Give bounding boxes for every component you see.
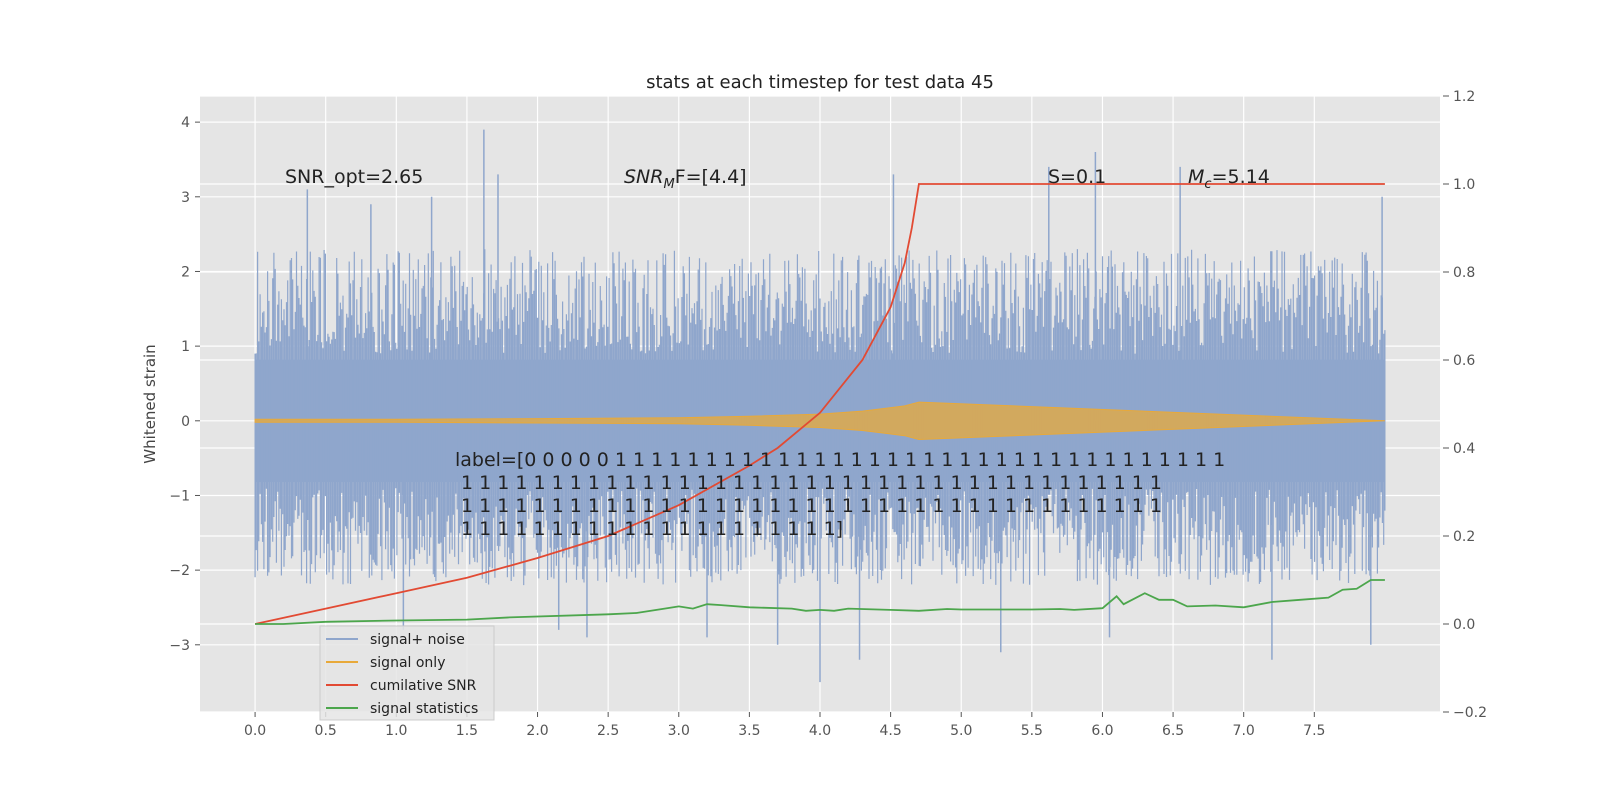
legend-label-signal-statistics: signal statistics — [370, 701, 478, 717]
x-tick-label: 4.0 — [809, 723, 831, 739]
y2-tick-label: 1.2 — [1453, 89, 1475, 105]
label-annotation: label=[0 0 0 0 0 1 1 1 1 1 1 1 1 1 1 1 1… — [455, 449, 1225, 540]
x-tick-label: 5.0 — [950, 723, 972, 739]
series-signal-only — [254, 401, 1385, 441]
legend-label-cumilative-snr: cumilative SNR — [370, 678, 477, 694]
y-tick-label: −2 — [169, 563, 190, 579]
y-axis-label: Whitened strain — [141, 344, 159, 463]
snr-mf-rest: F=[4.4] — [675, 166, 747, 188]
y2-tick-label: 0.6 — [1453, 353, 1475, 369]
y-tick-label: 3 — [181, 190, 190, 206]
y-tick-label: 1 — [181, 339, 190, 355]
mc-rest: =5.14 — [1212, 166, 1270, 188]
y-tick-label: −1 — [169, 488, 190, 504]
legend-label-signal-only: signal only — [370, 655, 445, 671]
mc-sub: c — [1204, 177, 1211, 192]
x-tick-label: 3.5 — [738, 723, 760, 739]
y2-tick-label: 1.0 — [1453, 177, 1475, 193]
y2-tick-label: 0.4 — [1453, 441, 1475, 457]
label-line-2: 1 1 1 1 1 1 1 1 1 1 1 1 1 1 1 1 1 1 1 1 … — [455, 472, 1162, 494]
series-layer — [254, 129, 1386, 683]
x-tick-label: 0.5 — [315, 723, 337, 739]
mc-main: M — [1188, 166, 1204, 188]
y-tick-label: 4 — [181, 115, 190, 131]
x-tick-label: 6.5 — [1162, 723, 1184, 739]
x-tick-label: 5.5 — [1021, 723, 1043, 739]
mc-annotation: Mc=5.14 — [1188, 166, 1270, 192]
x-tick-label: 7.5 — [1303, 723, 1325, 739]
snr-mf-sub: M — [663, 177, 674, 192]
chart-title: stats at each timestep for test data 45 — [646, 72, 994, 93]
y2-tick-label: 0.0 — [1453, 617, 1475, 633]
y-tick-label: 2 — [181, 264, 190, 280]
y2-tick-label: 0.2 — [1453, 529, 1475, 545]
snr-mf-main: SNR — [624, 166, 663, 188]
snr-mf-annotation: SNRMF=[4.4] — [624, 166, 747, 192]
x-tick-label: 7.0 — [1233, 723, 1255, 739]
x-tick-label: 3.0 — [668, 723, 690, 739]
series-signal-statistics — [255, 579, 1385, 625]
x-tick-label: 4.5 — [879, 723, 901, 739]
y-tick-label: −3 — [169, 638, 190, 654]
label-line-1: label=[0 0 0 0 0 1 1 1 1 1 1 1 1 1 1 1 1… — [455, 449, 1225, 471]
label-line-4: 1 1 1 1 1 1 1 1 1 1 1 1 1 1 1 1 1 1 1 1 … — [455, 518, 843, 540]
x-tick-label: 2.0 — [526, 723, 548, 739]
y-tick-label: 0 — [181, 414, 190, 430]
ticks: 0.0 0.5 1.0 1.5 2.0 2.5 3.0 3.5 4.0 4.5 5.0 5.5 6.0 6… — [169, 89, 1487, 739]
y2-tick-label: 0.8 — [1453, 265, 1475, 281]
label-line-3: 1 1 1 1 1 1 1 1 1 1 1 1 1 1 1 1 1 1 1 1 … — [455, 495, 1162, 517]
x-tick-label: 2.5 — [597, 723, 619, 739]
legend-label-signal-noise: signal+ noise — [370, 632, 465, 648]
x-tick-label: 6.0 — [1091, 723, 1113, 739]
x-tick-label: 1.5 — [456, 723, 478, 739]
s-stat-annotation: S=0.1 — [1048, 166, 1106, 188]
x-tick-label: 0.0 — [244, 723, 266, 739]
x-tick-label: 1.0 — [385, 723, 407, 739]
legend-box — [319, 625, 495, 721]
series-cumilative-snr — [254, 183, 1385, 625]
y2-tick-label: −0.2 — [1453, 705, 1487, 721]
legend: signal+ noise signal only cumilative SNR… — [319, 625, 495, 721]
snr-opt-annotation: SNR_opt=2.65 — [285, 166, 423, 188]
